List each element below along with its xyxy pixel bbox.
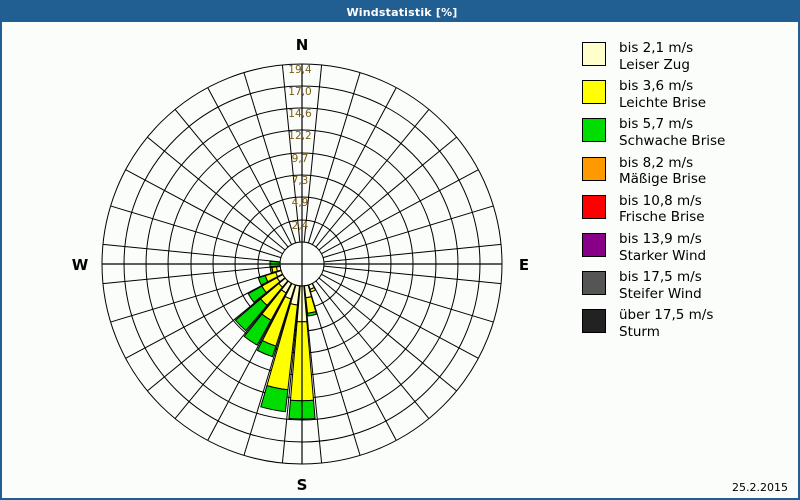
wind-petal-segment bbox=[309, 286, 317, 293]
legend-name-label: Steifer Wind bbox=[619, 285, 702, 302]
grid-spoke bbox=[110, 205, 282, 259]
grid-spoke bbox=[102, 265, 281, 285]
window-title-bar: Windstatistik [%] bbox=[2, 2, 800, 22]
legend-item: bis 13,9 m/s Starker Wind bbox=[582, 231, 794, 264]
grid-spoke bbox=[110, 269, 282, 323]
window-title: Windstatistik [%] bbox=[346, 5, 458, 19]
compass-label-e: E bbox=[519, 256, 529, 274]
wind-petal-segment bbox=[247, 285, 267, 304]
grid-spoke bbox=[303, 64, 323, 243]
legend-speed-label: über 17,5 m/s bbox=[619, 307, 714, 324]
legend-name-label: Leichte Brise bbox=[619, 94, 707, 111]
legend-name-label: Starker Wind bbox=[619, 247, 707, 264]
legend-color-swatch bbox=[582, 42, 606, 66]
grid-spoke bbox=[321, 169, 479, 255]
legend-name-label: Mäßige Brise bbox=[619, 171, 707, 188]
wind-petal-segment bbox=[243, 313, 272, 346]
wind-petal-segment bbox=[269, 266, 274, 274]
grid-spoke bbox=[318, 136, 457, 251]
grid-spoke bbox=[311, 283, 397, 441]
wind-petals bbox=[234, 260, 318, 420]
legend-item: bis 3,6 m/s Leichte Brise bbox=[582, 78, 794, 111]
legend-item: bis 2,1 m/s Leiser Zug bbox=[582, 40, 794, 73]
legend-color-swatch bbox=[582, 156, 606, 181]
legend-speed-label: bis 5,7 m/s bbox=[619, 116, 694, 133]
grid-spoke bbox=[315, 280, 430, 419]
legend-color-swatch bbox=[582, 118, 606, 143]
grid-spoke bbox=[323, 243, 502, 263]
grid-spoke bbox=[303, 285, 323, 464]
legend-speed-label: bis 13,9 m/s bbox=[619, 230, 702, 247]
grid-spoke bbox=[322, 205, 494, 259]
legend-speed-label: bis 3,6 m/s bbox=[619, 78, 694, 95]
radial-tick-label: 17,0 bbox=[288, 86, 311, 98]
grid-spoke bbox=[307, 72, 361, 244]
grid-spoke bbox=[321, 273, 479, 359]
grid-spoke bbox=[207, 87, 293, 245]
grid-spoke bbox=[322, 269, 494, 323]
compass-label-s: S bbox=[297, 476, 308, 494]
grid-spoke bbox=[102, 243, 281, 263]
grid-spoke bbox=[125, 169, 283, 255]
wind-petal-segment bbox=[257, 275, 269, 286]
grid-spoke bbox=[307, 284, 361, 456]
legend-color-swatch bbox=[582, 271, 606, 296]
grid-spoke bbox=[315, 109, 430, 248]
radial-tick-label: 12,2 bbox=[288, 130, 311, 142]
legend-color-swatch bbox=[582, 232, 606, 257]
legend-color-swatch bbox=[582, 309, 606, 334]
legend-speed-label: bis 10,8 m/s bbox=[619, 192, 702, 209]
grid-spoke bbox=[243, 284, 297, 456]
grid-spoke bbox=[207, 283, 293, 441]
radial-tick-label: 4,9 bbox=[292, 197, 309, 209]
grid-spoke bbox=[174, 109, 289, 248]
grid-spoke bbox=[174, 280, 289, 419]
grid-spoke bbox=[147, 136, 286, 251]
legend-item: bis 10,8 m/s Frische Brise bbox=[582, 193, 794, 226]
wind-petal-segment bbox=[234, 298, 268, 332]
radial-tick-label: 7,3 bbox=[292, 175, 309, 187]
radial-tick-label: 2,4 bbox=[292, 220, 309, 232]
legend-name-label: Schwache Brise bbox=[619, 132, 726, 149]
legend-name-label: Sturm bbox=[619, 323, 660, 340]
axis-labels: 2,4 4,9 7,3 9,7 12,2 14,6 17,0 19,4 N S E W bbox=[72, 36, 529, 494]
grid-spoke bbox=[281, 285, 301, 464]
compass-label-n: N bbox=[296, 36, 309, 54]
grid-spoke bbox=[323, 265, 502, 285]
legend-speed-label: bis 8,2 m/s bbox=[619, 154, 694, 171]
wind-petal-segment bbox=[260, 385, 289, 413]
wind-petal-segment bbox=[256, 339, 277, 358]
wind-petal-segment bbox=[306, 310, 318, 317]
legend-color-swatch bbox=[582, 80, 606, 105]
radial-tick-label: 19,4 bbox=[288, 64, 312, 76]
grid-spoke bbox=[243, 72, 297, 244]
legend-speed-label: bis 2,1 m/s bbox=[619, 40, 694, 56]
legend-item: bis 17,5 m/s Steifer Wind bbox=[582, 269, 794, 302]
wind-petal-segment bbox=[305, 295, 317, 314]
legend-item: über 17,5 m/s Sturm bbox=[582, 307, 794, 340]
legend: bis 2,1 m/s Leiser Zug bis 3,6 m/s Leichte … bbox=[582, 40, 794, 346]
legend-item: bis 5,7 m/s Schwache Brise bbox=[582, 116, 794, 149]
legend-name-label: Frische Brise bbox=[619, 209, 705, 226]
axis-lines bbox=[102, 64, 502, 464]
grid-spoke bbox=[125, 273, 283, 359]
radial-tick-label: 9,7 bbox=[292, 153, 309, 165]
date-stamp: 25.2.2015 bbox=[732, 481, 788, 494]
legend-speed-label: bis 17,5 m/s bbox=[619, 269, 702, 286]
grid-spoke bbox=[147, 277, 286, 392]
wind-rose-svg: 2,4 4,9 7,3 9,7 12,2 14,6 17,0 19,4 N S E W bbox=[72, 36, 529, 494]
wind-rose-chart: 2,4 4,9 7,3 9,7 12,2 14,6 17,0 19,4 N S E W bbox=[2, 22, 572, 500]
radial-tick-label: 14,6 bbox=[288, 108, 312, 120]
grid-spoke bbox=[281, 64, 301, 243]
legend-item: bis 8,2 m/s Mäßige Brise bbox=[582, 155, 794, 188]
legend-name-label: Leiser Zug bbox=[619, 56, 690, 73]
grid-spoke bbox=[311, 87, 397, 245]
legend-color-swatch bbox=[582, 194, 606, 219]
compass-label-w: W bbox=[72, 256, 89, 274]
grid-spoke bbox=[318, 277, 457, 392]
